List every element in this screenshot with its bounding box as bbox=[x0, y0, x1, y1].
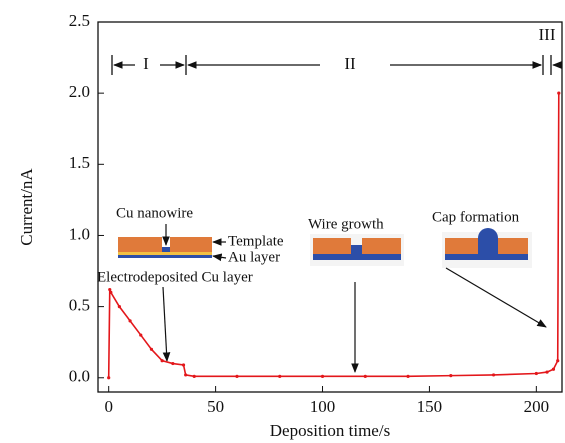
point bbox=[278, 374, 282, 378]
y-tick-label: 1.0 bbox=[69, 224, 90, 243]
plot-frame bbox=[97, 21, 563, 393]
point bbox=[139, 333, 143, 337]
annotation: Au layer bbox=[228, 249, 280, 265]
y-tick-label: 1.5 bbox=[69, 153, 90, 172]
point bbox=[557, 91, 561, 95]
region-label: I bbox=[143, 54, 149, 73]
annotation: Wire growth bbox=[308, 216, 384, 232]
point bbox=[235, 374, 239, 378]
annotation-arrows bbox=[162, 267, 547, 373]
y-tick-label: 2.0 bbox=[69, 82, 90, 101]
region-label: II bbox=[344, 54, 356, 73]
point bbox=[320, 374, 325, 378]
point bbox=[149, 347, 154, 351]
x-tick-label: 0 bbox=[104, 397, 113, 416]
point bbox=[160, 359, 164, 363]
x-tick-label: 200 bbox=[524, 397, 550, 416]
point bbox=[192, 374, 196, 378]
x-axis-label: Deposition time/s bbox=[270, 421, 390, 440]
inset-3 bbox=[442, 228, 532, 268]
point bbox=[556, 359, 560, 363]
y-tick-label: 2.5 bbox=[69, 11, 90, 30]
point bbox=[184, 373, 188, 377]
region-markers bbox=[111, 55, 562, 75]
inset-1 bbox=[118, 224, 227, 262]
annotation: Cu nanowire bbox=[116, 205, 193, 221]
x-tick-label: 100 bbox=[310, 397, 336, 416]
point bbox=[128, 319, 132, 323]
y-axis-label: Current/nA bbox=[17, 168, 36, 246]
region-label: III bbox=[539, 25, 556, 44]
point bbox=[406, 374, 410, 378]
y-tick-label: 0.5 bbox=[69, 296, 90, 315]
x-tick-label: 150 bbox=[417, 397, 443, 416]
point bbox=[108, 287, 112, 292]
point bbox=[534, 371, 538, 376]
annotation: Template bbox=[228, 233, 284, 249]
x-tick-label: 50 bbox=[207, 397, 224, 416]
point bbox=[107, 376, 111, 380]
point bbox=[109, 290, 113, 294]
line bbox=[107, 93, 560, 378]
point bbox=[551, 367, 556, 371]
point bbox=[491, 373, 496, 377]
annotation: Electrodeposited Cu layer bbox=[97, 269, 253, 285]
point bbox=[363, 374, 367, 378]
point bbox=[117, 305, 121, 309]
point bbox=[181, 363, 186, 367]
point bbox=[171, 361, 175, 366]
annotation: Cap formation bbox=[432, 209, 520, 225]
y-tick-label: 0.0 bbox=[69, 367, 90, 386]
point bbox=[545, 370, 549, 374]
inset-2 bbox=[310, 234, 404, 266]
point bbox=[449, 374, 453, 378]
